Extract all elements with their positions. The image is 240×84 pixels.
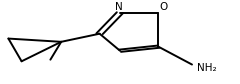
- Text: NH₂: NH₂: [197, 63, 216, 73]
- Text: O: O: [160, 2, 168, 12]
- Text: N: N: [115, 2, 123, 12]
